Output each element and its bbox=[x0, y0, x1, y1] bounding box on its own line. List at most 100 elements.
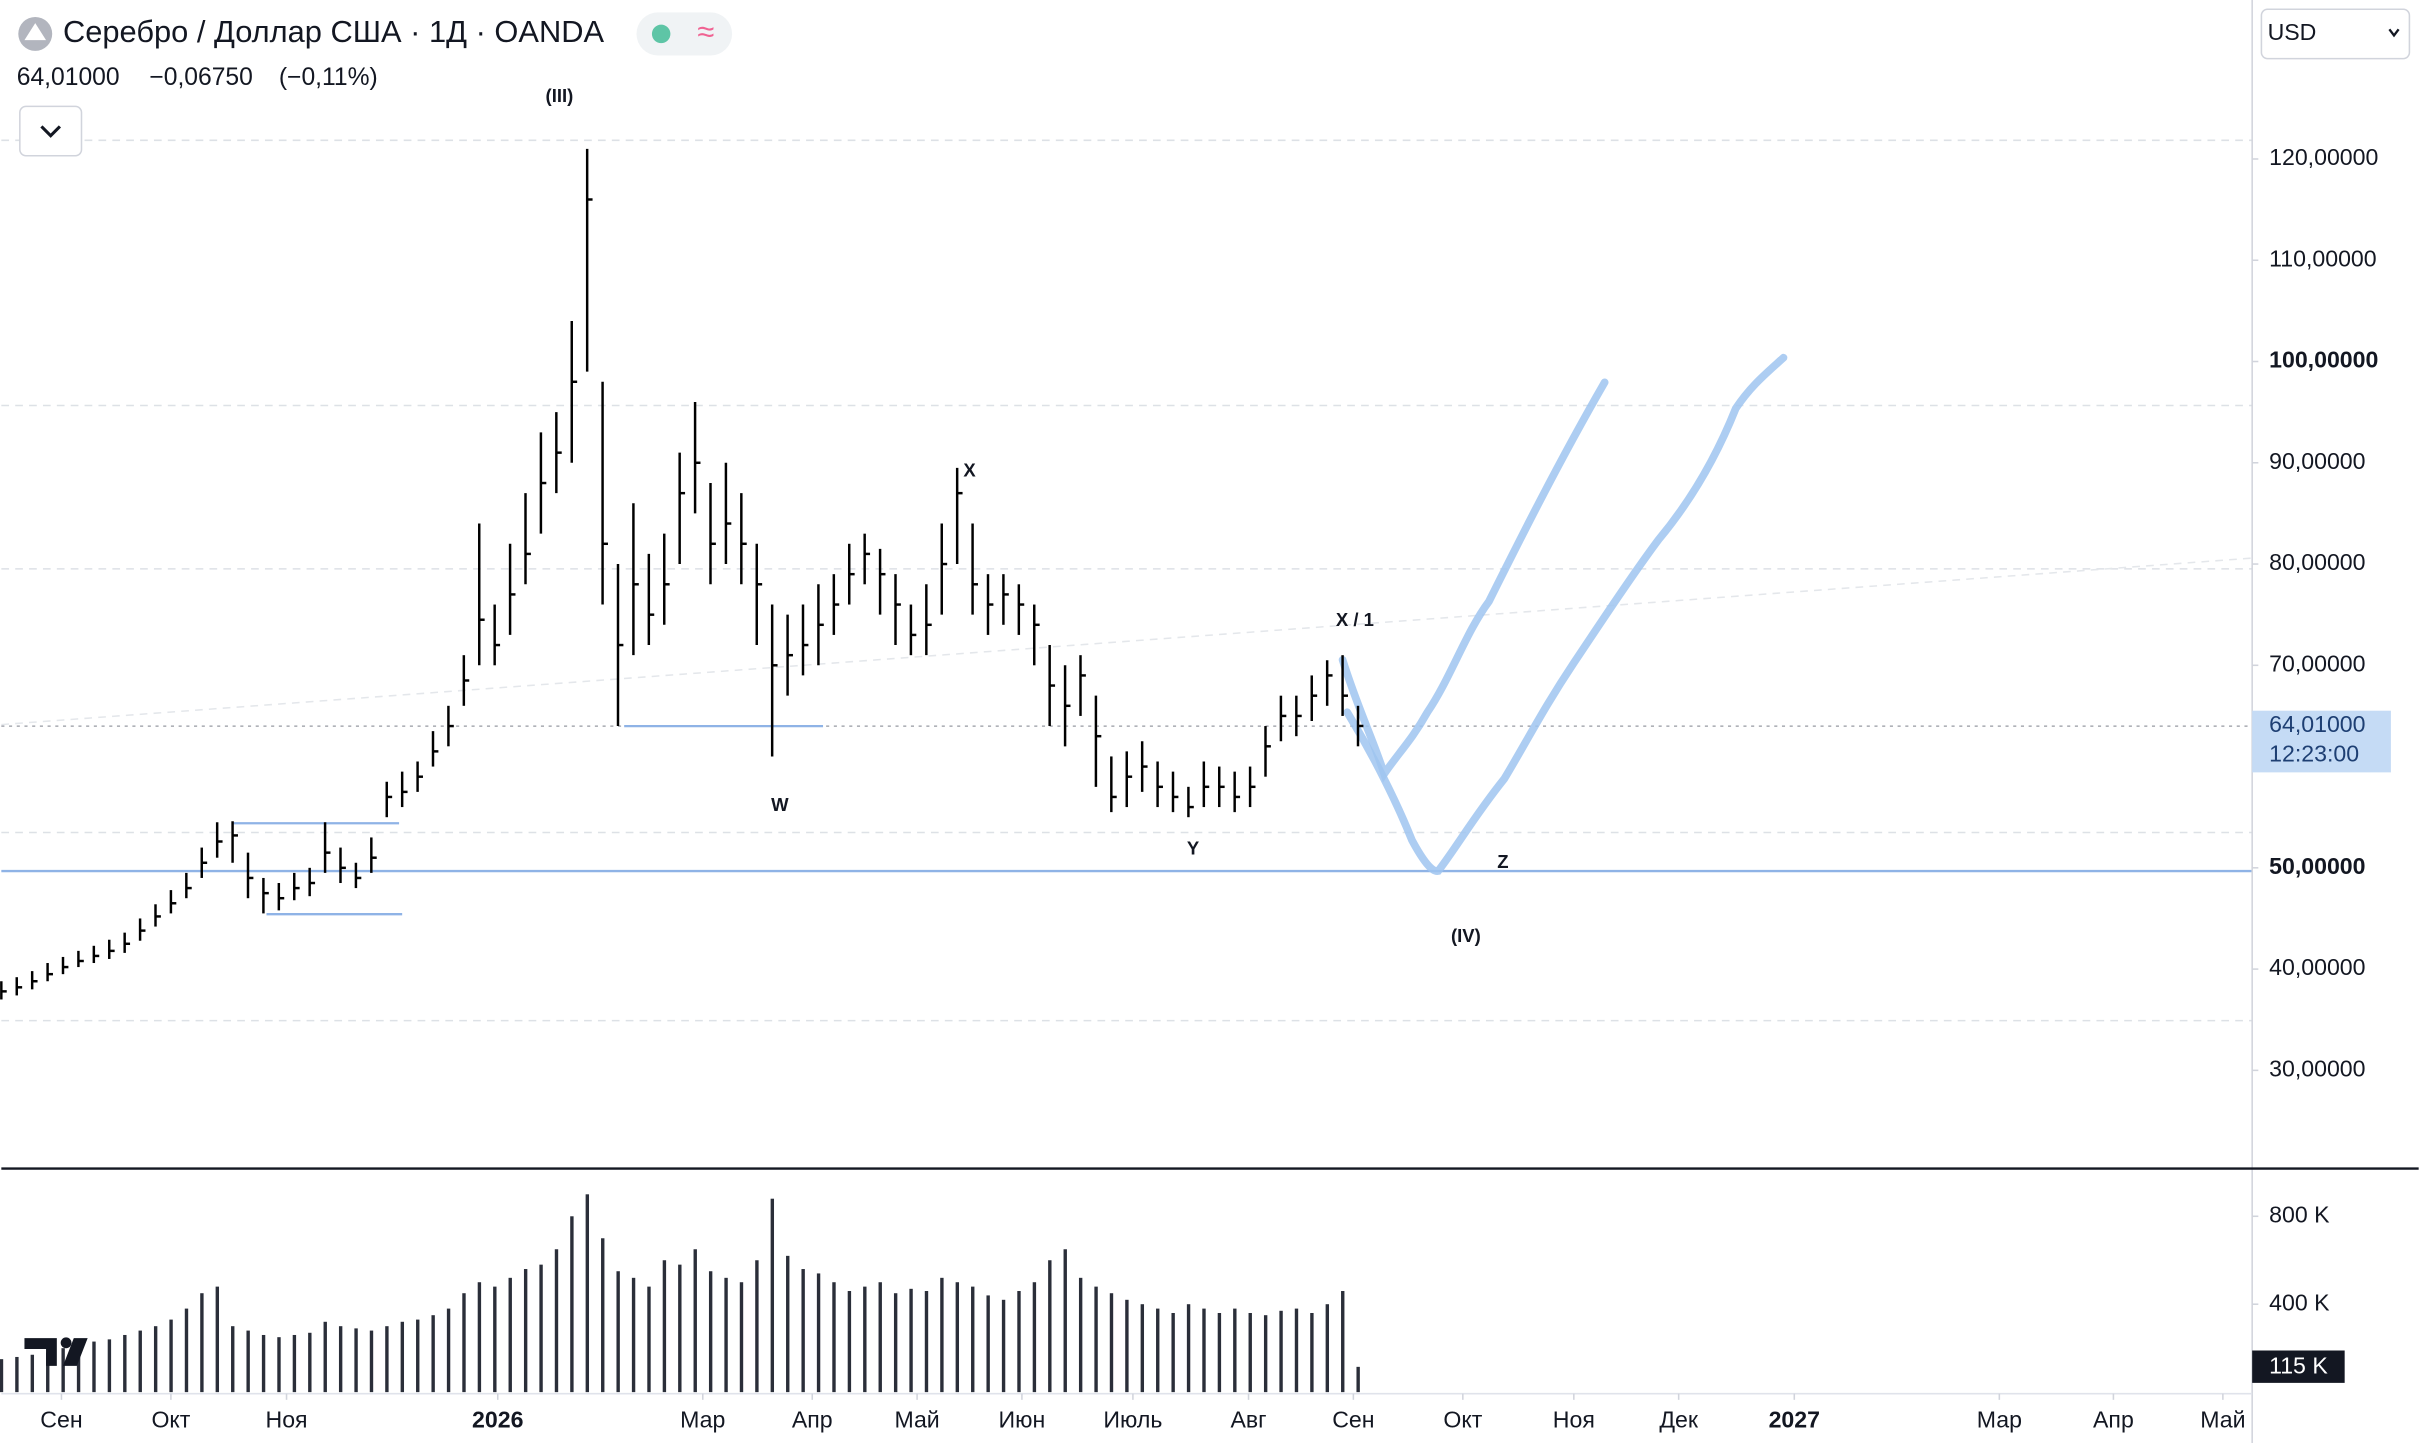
x-tick-label: Мар bbox=[680, 1407, 725, 1433]
volume-bar bbox=[924, 1291, 929, 1393]
volume-bar bbox=[1156, 1308, 1160, 1393]
x-tick-label: Сен bbox=[40, 1407, 82, 1433]
volume-bar bbox=[123, 1334, 127, 1393]
x-tick-label: Июн bbox=[999, 1407, 1046, 1433]
volume-bar bbox=[1048, 1260, 1052, 1393]
wave-label: X / 1 bbox=[1336, 609, 1374, 630]
volume-bar bbox=[1017, 1291, 1021, 1393]
symbol-logo-icon bbox=[24, 23, 47, 41]
volume-bar bbox=[30, 1354, 35, 1393]
wave-label: (IV) bbox=[1451, 925, 1481, 946]
price-change: −0,06750 bbox=[149, 64, 253, 91]
y-tick-label: 110,00000 bbox=[2269, 245, 2377, 271]
currency-select[interactable] bbox=[2260, 8, 2411, 60]
volume-bar bbox=[200, 1293, 204, 1393]
x-tick-label: Ноя bbox=[1553, 1407, 1595, 1433]
volume-bar bbox=[153, 1326, 158, 1393]
volume-bar bbox=[215, 1286, 220, 1393]
volume-bar bbox=[446, 1308, 451, 1393]
volume-bar bbox=[1217, 1312, 1222, 1393]
volume-bar bbox=[92, 1341, 96, 1393]
x-tick-label: Дек bbox=[1659, 1407, 1699, 1433]
volume-bar bbox=[184, 1308, 189, 1393]
x-tick-label: Апр bbox=[2093, 1407, 2134, 1433]
drawings bbox=[1, 139, 2253, 1022]
volume-bar bbox=[863, 1286, 867, 1393]
volume-bar bbox=[354, 1328, 358, 1393]
volume-bar bbox=[261, 1334, 266, 1393]
volume-bar bbox=[1294, 1308, 1299, 1393]
volume-bar bbox=[1279, 1310, 1283, 1393]
y-tick-label: 70,00000 bbox=[2269, 650, 2365, 676]
volume-bar bbox=[462, 1293, 466, 1393]
wave-label: Z bbox=[1497, 851, 1508, 872]
y-tick-label: 400 K bbox=[2269, 1289, 2330, 1315]
volume-bar bbox=[601, 1238, 605, 1393]
volume-bar bbox=[971, 1286, 975, 1393]
volume-bar bbox=[1325, 1304, 1330, 1393]
x-tick-label: Авг bbox=[1230, 1407, 1266, 1433]
volume-bar bbox=[1248, 1312, 1252, 1393]
volume-bar bbox=[1109, 1293, 1114, 1393]
volume-bar bbox=[647, 1286, 651, 1393]
volume-bar bbox=[631, 1277, 636, 1393]
volume-bar bbox=[169, 1319, 173, 1393]
countdown: 12:23:00 bbox=[2269, 741, 2359, 767]
volume-bar bbox=[523, 1269, 528, 1393]
tv-logo bbox=[63, 1338, 88, 1366]
collapse-button[interactable] bbox=[19, 105, 83, 157]
volume-bar bbox=[1171, 1312, 1175, 1393]
volume-bar bbox=[138, 1330, 142, 1393]
volume-bar bbox=[786, 1255, 790, 1393]
volume-bar bbox=[369, 1330, 374, 1393]
volume-bar bbox=[1032, 1282, 1037, 1393]
volume-bar bbox=[878, 1282, 882, 1393]
volume-bar bbox=[739, 1282, 744, 1393]
volume-bar bbox=[1233, 1308, 1237, 1393]
y-tick-label: 90,00000 bbox=[2269, 448, 2365, 474]
x-tick-label: Окт bbox=[1443, 1407, 1482, 1433]
volume-bar bbox=[493, 1286, 497, 1393]
volume-bar bbox=[338, 1326, 343, 1393]
x-tick-label: Ноя bbox=[266, 1407, 308, 1433]
drawn-trendline bbox=[1, 557, 2253, 726]
chevron-icon bbox=[2388, 28, 2400, 38]
status-pill[interactable] bbox=[636, 12, 733, 56]
tv-logo bbox=[60, 1337, 72, 1349]
volume-bar bbox=[508, 1277, 512, 1393]
projection-path bbox=[1338, 378, 1609, 783]
volume-bar bbox=[76, 1345, 81, 1393]
marks bbox=[0, 148, 1364, 1393]
wave-label: Y bbox=[1187, 837, 1200, 858]
data-status: ≈ bbox=[697, 14, 714, 49]
x-tick-label: Окт bbox=[151, 1407, 190, 1433]
volume-bar bbox=[246, 1330, 250, 1393]
volume-bar bbox=[292, 1334, 297, 1393]
y-tick-label: 80,00000 bbox=[2269, 549, 2365, 575]
y-tick-label: 40,00000 bbox=[2269, 954, 2365, 980]
price-change-pct: (−0,11%) bbox=[279, 64, 378, 91]
x-tick-label: Май bbox=[2200, 1407, 2245, 1433]
y-tick-label: 800 K bbox=[2269, 1201, 2330, 1227]
volume-bar bbox=[1001, 1299, 1006, 1393]
volume-bar bbox=[816, 1273, 821, 1393]
volume-bar bbox=[61, 1348, 65, 1393]
volume-bar bbox=[231, 1326, 235, 1393]
price-tag bbox=[2252, 710, 2391, 773]
volume-bar bbox=[477, 1282, 482, 1393]
volume-bar bbox=[400, 1321, 405, 1393]
last-price: 64,01000 bbox=[17, 64, 120, 91]
y-tick-label: 120,00000 bbox=[2269, 144, 2378, 170]
volume-bar bbox=[1356, 1366, 1360, 1393]
volume-bar bbox=[585, 1194, 590, 1393]
volume-bar bbox=[570, 1216, 574, 1393]
wave-label: W bbox=[771, 794, 789, 815]
market-status bbox=[651, 24, 671, 44]
volume-bar bbox=[770, 1198, 775, 1393]
volume-bar bbox=[1125, 1299, 1129, 1393]
volume-bar bbox=[1078, 1277, 1083, 1393]
volume-bar bbox=[662, 1260, 667, 1393]
volume-bar bbox=[847, 1291, 852, 1393]
